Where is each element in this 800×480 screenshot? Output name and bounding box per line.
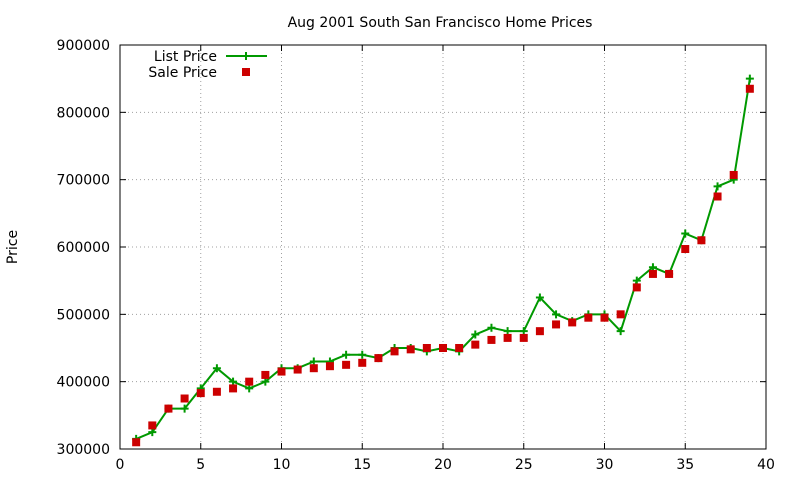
- sale-price-point: [535, 327, 544, 336]
- y-tick-label: 700000: [57, 173, 110, 189]
- list-price-point: [471, 330, 480, 339]
- list-price-point: [342, 350, 351, 359]
- sale-price-point: [745, 84, 754, 93]
- list-price-point: [535, 293, 544, 302]
- sale-price-point: [358, 358, 367, 367]
- sale-price-point: [212, 387, 221, 396]
- grid-lines: [120, 45, 766, 449]
- sale-price-point: [648, 269, 657, 278]
- list-price-point: [229, 377, 238, 386]
- sale-price-point: [568, 318, 577, 327]
- x-tick-label: 40: [757, 457, 775, 473]
- sale-price-point: [713, 192, 722, 201]
- y-tick-label: 300000: [57, 442, 110, 458]
- list-price-point: [180, 404, 189, 413]
- legend-label: Sale Price: [148, 65, 217, 81]
- sale-price-point: [277, 367, 286, 376]
- x-tick-label: 30: [596, 457, 614, 473]
- list-price-point: [616, 327, 625, 336]
- list-price-point: [648, 263, 657, 272]
- y-tick-label: 400000: [57, 375, 110, 391]
- data-series: [132, 74, 754, 447]
- list-price-point: [713, 182, 722, 191]
- y-axis-label: Price: [5, 230, 21, 264]
- x-tick-label: 5: [196, 457, 205, 473]
- list-price-point: [745, 74, 754, 83]
- sale-price-point: [616, 310, 625, 319]
- sale-price-point: [487, 335, 496, 344]
- list-price-point: [487, 323, 496, 332]
- list-price-point: [245, 384, 254, 393]
- sale-price-point: [471, 340, 480, 349]
- sale-price-point: [681, 245, 690, 254]
- x-tick-label: 25: [515, 457, 533, 473]
- legend-plus-sample: [242, 52, 250, 60]
- sale-price-point: [229, 384, 238, 393]
- sale-price-point: [665, 269, 674, 278]
- chart-title: Aug 2001 South San Francisco Home Prices: [288, 15, 593, 31]
- sale-price-point: [519, 333, 528, 342]
- x-tick-label: 10: [273, 457, 291, 473]
- list-price-point: [212, 364, 221, 373]
- sale-price-point: [406, 345, 415, 354]
- sale-price-point: [148, 421, 157, 430]
- legend-square-sample: [242, 68, 250, 76]
- legend-label: List Price: [154, 49, 217, 65]
- sale-price-point: [552, 320, 561, 329]
- sale-price-point: [342, 360, 351, 369]
- y-tick-label: 500000: [57, 307, 110, 323]
- sale-price-point: [180, 394, 189, 403]
- sale-price-point: [245, 377, 254, 386]
- sale-price-point: [261, 370, 270, 379]
- list-price-point: [552, 310, 561, 319]
- sale-price-point: [422, 344, 431, 352]
- list-price-point: [632, 276, 641, 285]
- list-price-point: [261, 377, 270, 386]
- y-tick-label: 600000: [57, 240, 110, 256]
- sale-price-point: [132, 438, 141, 447]
- list-price-point: [148, 428, 157, 437]
- sale-price-point: [390, 347, 399, 356]
- sale-price-point: [632, 283, 641, 292]
- sale-price-point: [293, 365, 302, 374]
- list-price-point: [519, 327, 528, 336]
- y-tick-label: 800000: [57, 105, 110, 121]
- list-price-point: [503, 327, 512, 336]
- x-tick-label: 20: [434, 457, 452, 473]
- list-price-point: [358, 350, 367, 359]
- x-tick-label: 35: [676, 457, 694, 473]
- x-tick-label: 0: [116, 457, 125, 473]
- sale-price-point: [697, 236, 706, 245]
- list-price-point: [681, 229, 690, 238]
- sale-price-point: [325, 362, 334, 371]
- sale-price-point: [164, 404, 173, 413]
- sale-price-point: [374, 354, 383, 363]
- list-price-point: [309, 357, 318, 366]
- sale-price-point: [729, 170, 738, 179]
- series-line: [135, 78, 751, 440]
- sale-price-point: [503, 333, 512, 342]
- sale-price-point: [455, 344, 464, 352]
- sale-price-point: [600, 313, 609, 322]
- axis-ticks: 0 5 10 15 20 25 30 35 40 300000 400000 500000 600000…: [57, 38, 775, 473]
- sale-price-point: [584, 313, 593, 322]
- sale-price-point: [196, 389, 205, 398]
- y-tick-label: 900000: [57, 38, 110, 54]
- x-tick-label: 15: [353, 457, 371, 473]
- series-sale-price: [132, 84, 754, 447]
- sale-price-point: [309, 364, 318, 373]
- sale-price-point: [439, 344, 447, 352]
